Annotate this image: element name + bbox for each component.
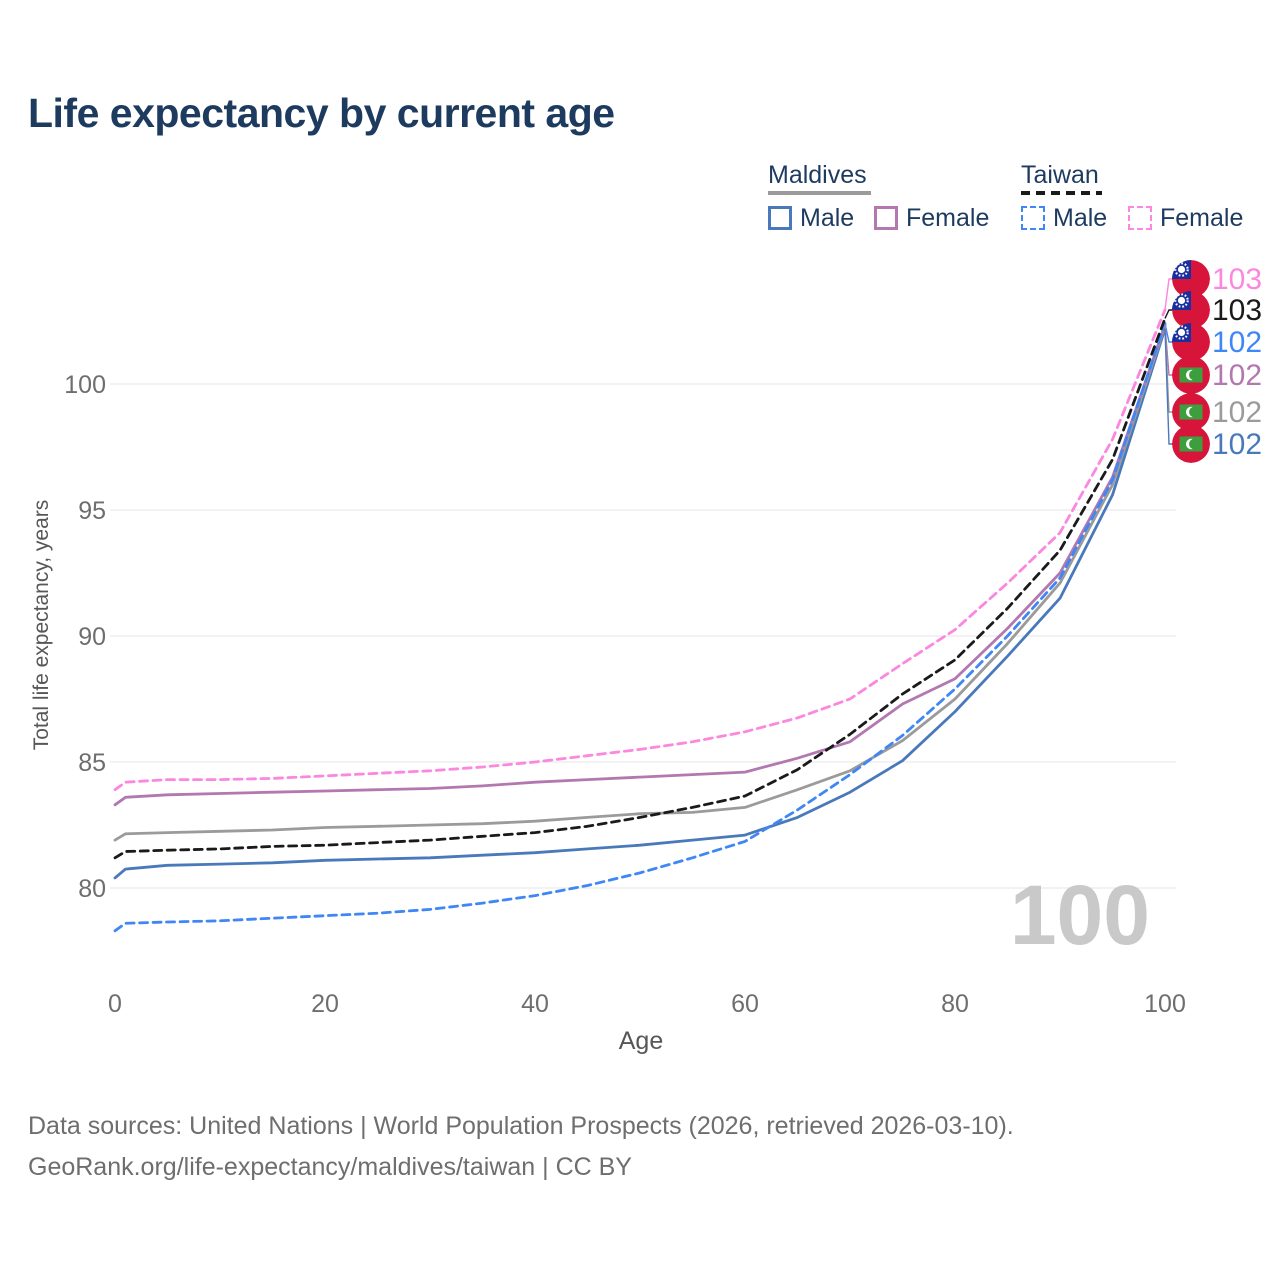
series-line-maldives-female — [113, 323, 1167, 807]
series-lines — [113, 308, 1167, 933]
legend-label-maldives-female[interactable]: Female — [906, 204, 990, 232]
y-tick-85: 85 — [78, 749, 106, 777]
legend-label-taiwan-female[interactable]: Female — [1160, 204, 1244, 232]
series-line-maldives-male — [113, 327, 1167, 880]
legend-group-taiwan: Taiwan — [1021, 161, 1099, 189]
footer-attribution: GeoRank.org/life-expectancy/maldives/tai… — [28, 1153, 632, 1181]
x-tick-20: 20 — [311, 990, 339, 1018]
gridlines — [110, 383, 1176, 889]
series-line-taiwan-female — [113, 308, 1167, 792]
legend-group-maldives: Maldives — [768, 161, 867, 189]
end-value-label-taiwan-total: 103 — [1212, 294, 1262, 327]
flag-icon-maldives — [1172, 393, 1210, 431]
flag-icon-maldives — [1172, 425, 1210, 463]
end-label-connector — [1164, 328, 1173, 445]
flag-icon-taiwan — [1172, 291, 1210, 329]
series-line-taiwan-total — [113, 317, 1167, 860]
y-tick-100: 100 — [64, 371, 106, 399]
footer: Data sources: United Nations | World Pop… — [28, 1106, 1014, 1188]
x-tick-60: 60 — [731, 990, 759, 1018]
age-watermark: 100 — [1010, 868, 1150, 962]
end-value-label-taiwan-female: 103 — [1212, 263, 1262, 296]
end-label-connector — [1164, 278, 1173, 310]
end-value-label-taiwan-male: 102 — [1212, 326, 1262, 359]
y-tick-95: 95 — [78, 497, 106, 525]
legend-swatch-maldives-female[interactable] — [874, 206, 898, 230]
legend-label-maldives-male[interactable]: Male — [800, 204, 855, 232]
x-tick-100: 100 — [1144, 990, 1186, 1018]
x-tick-80: 80 — [941, 990, 969, 1018]
legend-swatch-maldives-male[interactable] — [768, 206, 792, 230]
x-axis-title: Age — [619, 1027, 663, 1055]
legend-label-taiwan-male[interactable]: Male — [1053, 204, 1108, 232]
x-tick-40: 40 — [521, 990, 549, 1018]
end-value-label-maldives-male: 102 — [1212, 428, 1262, 461]
axis-ticks: 80 85 90 95 100 0 20 40 60 80 100 — [64, 371, 1186, 1018]
flag-icon-maldives — [1172, 356, 1210, 394]
end-label-connector — [1164, 309, 1173, 319]
y-tick-90: 90 — [78, 623, 106, 651]
y-axis-title: Total life expectancy, years — [30, 500, 53, 751]
legend-underline-maldives-solid — [768, 191, 871, 195]
x-tick-0: 0 — [108, 990, 122, 1018]
footer-data-sources: Data sources: United Nations | World Pop… — [28, 1112, 1014, 1140]
page-title: Life expectancy by current age — [28, 90, 615, 136]
end-value-label-maldives-total: 102 — [1212, 396, 1262, 429]
end-label-connector — [1164, 323, 1173, 343]
legend-underline-taiwan-dashed — [1021, 191, 1102, 195]
y-tick-80: 80 — [78, 875, 106, 903]
legend-swatch-taiwan-male[interactable] — [1021, 206, 1045, 230]
legend-swatch-taiwan-female[interactable] — [1128, 206, 1152, 230]
series-line-taiwan-male — [113, 322, 1167, 933]
flag-icon-taiwan — [1172, 323, 1210, 361]
end-value-label-maldives-female: 102 — [1212, 359, 1262, 392]
series-line-maldives-total — [113, 324, 1167, 842]
